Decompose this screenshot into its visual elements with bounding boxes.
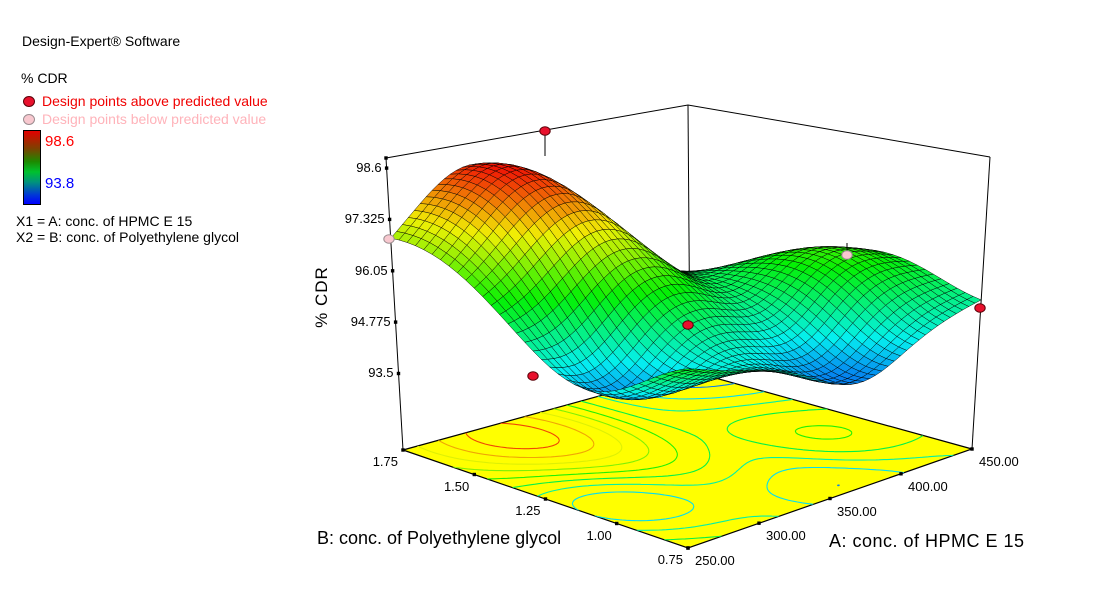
x-tick-label: 300.00 [766,528,806,544]
y-tick-label: 0.75 [657,552,683,567]
y-tick-label: 1.00 [586,527,612,543]
y-tick-label: 1.75 [372,454,398,469]
x-tick-label: 400.00 [908,478,948,494]
design-point-below [383,234,395,244]
scale-min-value: 93.8 [45,175,75,192]
factor-x1-label: X1 = A: conc. of HPMC E 15 [16,213,193,229]
legend-below-label: Design points below predicted value [42,111,267,127]
x-axis-title: A: conc. of HPMC E 15 [829,531,1025,551]
z-tick-label: 94.775 [350,314,391,330]
y-tick-label: 1.50 [443,478,470,494]
z-tick-label: 97.325 [344,211,385,227]
z-tick-label: 96.05 [355,262,388,278]
z-tick-label: 98.6 [356,160,382,176]
design-point-below-icon [23,113,35,125]
design-point-above [527,371,539,381]
legend-response-label: % CDR [21,70,68,86]
box-right-edge [971,156,991,450]
design-point-below [841,250,853,260]
legend-above-label: Design points above predicted value [42,93,268,109]
app-title: Design-Expert® Software [22,33,181,49]
surface-mesh [390,162,982,401]
design-points [383,126,986,381]
x-tick-label: 250.00 [695,553,735,568]
factor-x2-label: X2 = B: conc. of Polyethylene glycol [16,229,239,245]
legend-above-row: Design points above predicted value [23,93,268,109]
scale-max-value: 98.6 [45,133,75,150]
legend-below-row: Design points below predicted value [23,111,266,127]
x-tick-label: 350.00 [837,503,877,519]
design-point-above [974,303,986,313]
y-tick-label: 1.25 [515,503,541,518]
z-tick-label: 93.5 [368,365,394,381]
design-point-above [539,126,551,136]
x-tick-label: 450.00 [979,454,1019,469]
floor-contours [417,382,954,541]
color-scale-bar [23,130,41,205]
axis-tick-marks [384,156,974,550]
y-axis-title: B: conc. of Polyethylene glycol [317,528,562,548]
design-point-above-icon [23,95,35,107]
z-axis [385,157,404,451]
design-point-above [682,320,694,330]
